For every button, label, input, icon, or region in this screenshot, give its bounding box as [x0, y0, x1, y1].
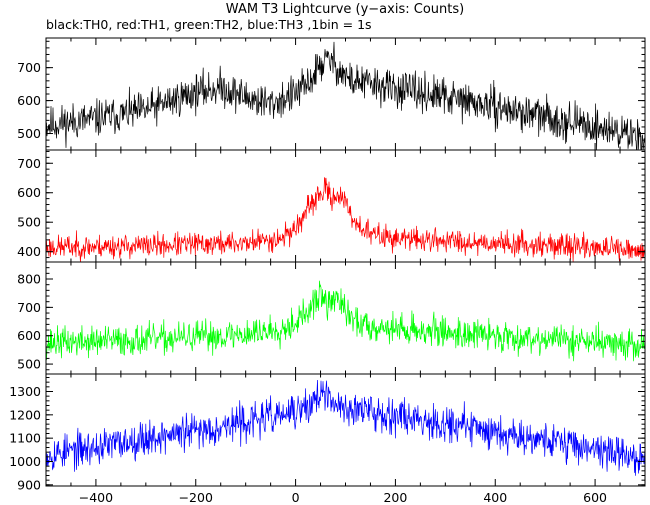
- x-tick-label: 400: [483, 490, 507, 505]
- y-tick-label: 600: [17, 93, 41, 108]
- chart-title: WAM T3 Lightcurve (y−axis: Counts): [226, 2, 464, 17]
- panel-frame: [45, 373, 646, 487]
- y-tick-label: 500: [17, 215, 41, 230]
- x-axis: −400 −200 0 200 400 600: [79, 490, 607, 505]
- series-line-th2: [46, 280, 645, 362]
- x-tick-label: −400: [79, 490, 113, 505]
- panel-frame: [45, 37, 646, 151]
- panels-group: 500 600 700 400 500 600 700 500 600 700 800 900 1000…: [9, 37, 646, 492]
- y-tick-label: 800: [17, 272, 41, 287]
- series-line-th1: [46, 177, 645, 262]
- y-tick-label: 700: [17, 156, 41, 171]
- panel-frame: [45, 261, 646, 375]
- chart-subtitle: black:TH0, red:TH1, green:TH2, blue:TH3 …: [46, 17, 372, 32]
- y-tick-label: 400: [17, 244, 41, 259]
- panel-th1: 400 500 600 700: [17, 149, 646, 263]
- y-tick-label: 1100: [9, 431, 41, 446]
- y-tick-label: 900: [17, 477, 41, 492]
- y-tick-label: 600: [17, 328, 41, 343]
- x-tick-label: 0: [292, 490, 300, 505]
- x-tick-label: 600: [583, 490, 607, 505]
- y-tick-label: 1000: [9, 454, 41, 469]
- panel-th2: 500 600 700 800: [17, 261, 646, 375]
- y-tick-label: 1200: [9, 407, 41, 422]
- series-line-th3: [46, 379, 645, 476]
- y-tick-label: 1300: [9, 384, 41, 399]
- y-tick-label: 600: [17, 185, 41, 200]
- y-tick-label: 500: [17, 357, 41, 372]
- panel-th3: 900 1000 1100 1200 1300: [9, 373, 646, 492]
- y-tick-label: 700: [17, 300, 41, 315]
- y-tick-label: 700: [17, 60, 41, 75]
- panel-th0: 500 600 700: [17, 37, 646, 151]
- y-tick-label: 500: [17, 126, 41, 141]
- series-line-th0: [46, 41, 645, 150]
- x-tick-label: 200: [383, 490, 407, 505]
- x-tick-label: −200: [179, 490, 213, 505]
